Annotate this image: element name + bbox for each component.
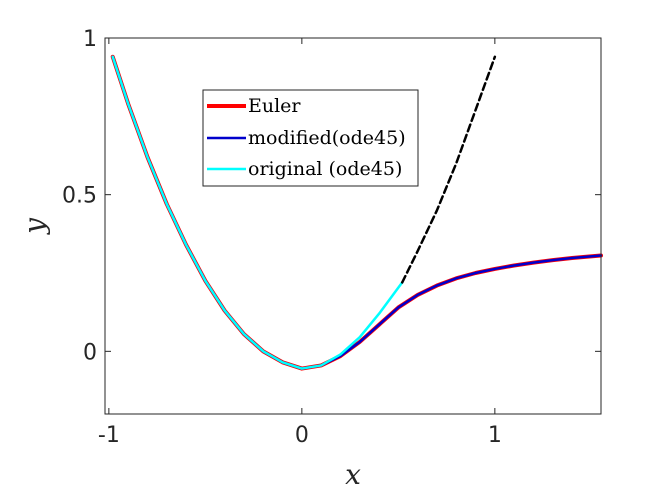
- y-tick-label-1: 0.5: [62, 184, 97, 209]
- ticks-layer: -1 0 1 0 0.5 1: [62, 27, 601, 448]
- x-tick-label-2: 1: [488, 423, 502, 448]
- series-line-3: [400, 55, 497, 284]
- series-line-2: [111, 55, 404, 370]
- legend-label-modified: modified(ode45): [248, 127, 406, 149]
- legend-label-original: original (ode45): [248, 158, 402, 180]
- y-axis-label: y: [18, 217, 51, 236]
- y-tick-label-0: 0: [83, 340, 97, 365]
- x-axis-label: x: [345, 458, 361, 491]
- y-tick-label-2: 1: [83, 27, 97, 52]
- x-tick-label-1: 0: [295, 423, 309, 448]
- legend-label-euler: Euler: [248, 95, 301, 117]
- series-layer: [110, 54, 603, 371]
- plot-frame: [104, 37, 602, 415]
- x-tick-label-0: -1: [98, 423, 120, 448]
- legend: Euler modified(ode45) original (ode45): [202, 89, 419, 187]
